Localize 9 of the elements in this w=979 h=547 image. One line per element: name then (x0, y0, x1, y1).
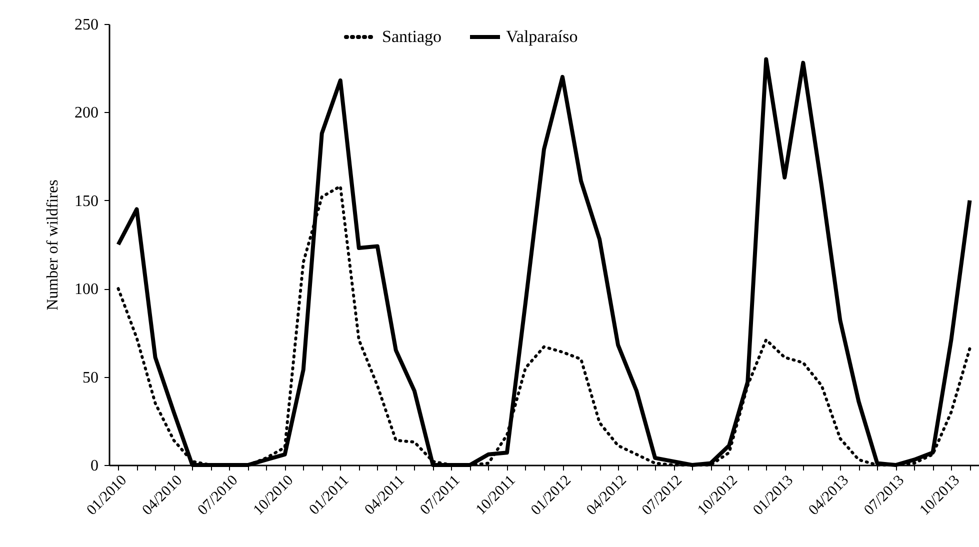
y-tick-label: 150 (74, 192, 98, 210)
y-tick-label: 200 (74, 104, 98, 122)
y-tick-label: 100 (74, 281, 98, 298)
y-tick-label: 0 (90, 458, 98, 474)
y-tick-label: 50 (82, 369, 98, 386)
legend-label: Santiago (382, 27, 442, 46)
legend-label: Valparaíso (506, 27, 578, 46)
y-axis-title: Number of wildfires (44, 180, 62, 310)
y-tick-label: 250 (74, 16, 98, 34)
